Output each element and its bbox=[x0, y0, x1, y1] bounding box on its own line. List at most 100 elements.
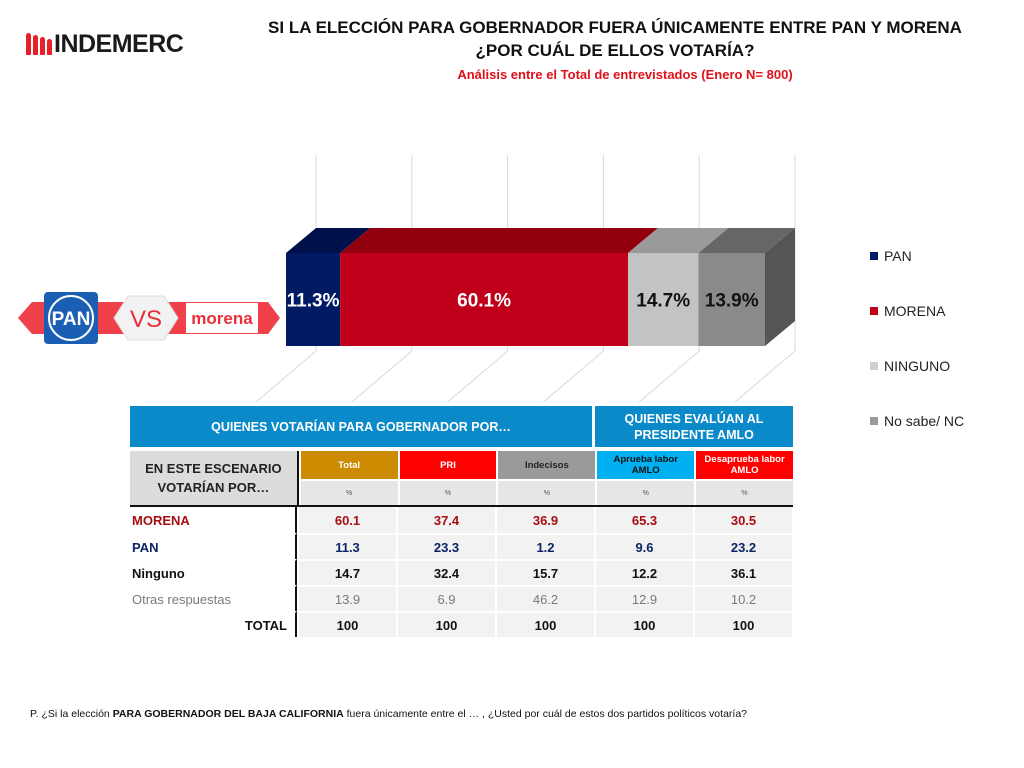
group2-line1: QUIENES EVALÚAN AL bbox=[624, 411, 764, 426]
column-unit: % bbox=[498, 481, 596, 505]
column-header: Indecisos bbox=[498, 451, 596, 479]
legend-swatch-nosabe bbox=[870, 416, 878, 425]
row-header-line2: VOTARÍAN POR… bbox=[157, 480, 270, 495]
row-label: Ninguno bbox=[130, 559, 297, 585]
row-label: MORENA bbox=[130, 507, 297, 533]
group2-line2: PRESIDENTE AMLO bbox=[634, 427, 754, 442]
footnote-suffix: fuera únicamente entre el … , ¿Usted por… bbox=[343, 708, 747, 720]
bar-top-morena bbox=[340, 228, 659, 253]
column-aprueba: Aprueba labor AMLO% bbox=[597, 451, 695, 505]
bar-label-ninguno: 14.7% bbox=[636, 291, 690, 312]
legend-item-nosabe: No sabe/ NC bbox=[870, 393, 964, 448]
subtitle: Análisis entre el Total de entrevistados… bbox=[457, 67, 793, 82]
banner-morena: morena bbox=[191, 309, 253, 328]
table-row: Otras respuestas 13.9 6.9 46.2 12.9 10.2 bbox=[130, 585, 793, 611]
table-cell: 60.1 bbox=[299, 507, 396, 533]
table-cell: 65.3 bbox=[596, 507, 693, 533]
pan-vs-morena-banner: PAN VS morena bbox=[18, 292, 280, 344]
page-title: SI LA ELECCIÓN PARA GOBERNADOR FUERA ÚNI… bbox=[220, 16, 1010, 62]
bar-label-no-sabe-nc: 13.9% bbox=[705, 291, 759, 312]
table-cell: 23.2 bbox=[695, 533, 792, 559]
table-row: TOTAL 100 100 100 100 100 bbox=[130, 611, 793, 637]
table-cell: 13.9 bbox=[299, 585, 396, 611]
bar-labels: 11.3% 60.1% 14.7% 13.9% bbox=[287, 291, 759, 312]
legend-swatch-ninguno bbox=[870, 361, 878, 370]
column-header: PRI bbox=[399, 451, 497, 479]
header-rule bbox=[130, 505, 793, 507]
table-body: MORENA 60.1 37.4 36.9 65.3 30.5 PAN 11.3 23.3 1.2… bbox=[130, 507, 793, 637]
chart-legend: PAN MORENA NINGUNO No sabe/ NC bbox=[870, 228, 964, 448]
gridline-floor-40 bbox=[447, 350, 508, 403]
table-row: Ninguno 14.7 32.4 15.7 12.2 36.1 bbox=[130, 559, 793, 585]
bar-segment-no-sabe-nc bbox=[698, 253, 765, 346]
table-cell: 12.9 bbox=[596, 585, 693, 611]
legend-item-pan: PAN bbox=[870, 228, 964, 283]
group-header-vote: QUIENES VOTARÍAN PARA GOBERNADOR POR… bbox=[130, 406, 592, 447]
question-footnote: P. ¿Si la elección PARA GOBERNADOR DEL B… bbox=[30, 708, 747, 720]
table-cell: 36.9 bbox=[497, 507, 594, 533]
table-cell: 11.3 bbox=[299, 533, 396, 559]
table-cell: 6.9 bbox=[398, 585, 495, 611]
banner-pan: PAN bbox=[52, 309, 91, 330]
people-icon bbox=[26, 33, 52, 55]
pan-logo-icon bbox=[44, 292, 98, 344]
logo-text: INDEMERC bbox=[54, 29, 184, 58]
vs-hexagon-icon bbox=[113, 295, 179, 341]
table-cell: 100 bbox=[695, 611, 792, 637]
table-cell: 100 bbox=[497, 611, 594, 637]
legend-swatch-morena bbox=[870, 306, 878, 315]
bar-top-no-sabe-nc bbox=[698, 228, 795, 253]
banner-vs: VS bbox=[130, 306, 162, 333]
row-header-line1: EN ESTE ESCENARIO bbox=[145, 461, 282, 476]
legend-label: MORENA bbox=[884, 302, 946, 319]
bar-side-face bbox=[765, 228, 795, 346]
column-header: Aprueba labor AMLO bbox=[597, 451, 695, 479]
table-cell: 100 bbox=[596, 611, 693, 637]
row-label: Otras respuestas bbox=[130, 585, 297, 611]
column-unit: % bbox=[300, 481, 398, 505]
table-cell: 100 bbox=[398, 611, 495, 637]
table-row: MORENA 60.1 37.4 36.9 65.3 30.5 bbox=[130, 507, 793, 533]
gridline-floor-100 bbox=[734, 350, 796, 403]
row-header: EN ESTE ESCENARIO VOTARÍAN POR… bbox=[130, 451, 299, 505]
table-cell: 46.2 bbox=[497, 585, 594, 611]
legend-item-morena: MORENA bbox=[870, 283, 964, 338]
group-header-amlo: QUIENES EVALÚAN AL PRESIDENTE AMLO bbox=[595, 406, 793, 447]
legend-label: NINGUNO bbox=[884, 357, 951, 374]
bar-top-pan bbox=[286, 228, 371, 253]
stacked-bar-chart: 11.3% 60.1% 14.7% 13.9% bbox=[255, 155, 796, 403]
table-cell: 36.1 bbox=[695, 559, 792, 585]
table-cell: 9.6 bbox=[596, 533, 693, 559]
row-label: PAN bbox=[130, 533, 297, 559]
table-cell: 15.7 bbox=[497, 559, 594, 585]
table-row: PAN 11.3 23.3 1.2 9.6 23.2 bbox=[130, 533, 793, 559]
gridline-floor-80 bbox=[638, 350, 700, 403]
table-cell: 1.2 bbox=[497, 533, 594, 559]
table-cell: 14.7 bbox=[299, 559, 396, 585]
column-unit: % bbox=[399, 481, 497, 505]
row-label: TOTAL bbox=[130, 611, 297, 637]
gridline-floor-20 bbox=[351, 350, 413, 403]
legend-swatch-pan bbox=[870, 251, 878, 260]
column-desaprueba: Desaprueba labor AMLO% bbox=[696, 451, 793, 505]
bar-segment-pan bbox=[286, 253, 341, 346]
legend-label: No sabe/ NC bbox=[884, 412, 965, 429]
bar-label-pan: 11.3% bbox=[287, 291, 340, 312]
footnote-bold: PARA GOBERNADOR DEL BAJA CALIFORNIA bbox=[112, 708, 344, 720]
gridline-floor-0 bbox=[255, 350, 317, 403]
table-cell: 32.4 bbox=[398, 559, 495, 585]
bar-segment-ninguno bbox=[628, 253, 699, 346]
column-unit: % bbox=[696, 481, 793, 505]
table-cell: 12.2 bbox=[596, 559, 693, 585]
legend-item-ninguno: NINGUNO bbox=[870, 338, 964, 393]
legend-label: PAN bbox=[884, 247, 912, 264]
title-line-1: SI LA ELECCIÓN PARA GOBERNADOR FUERA ÚNI… bbox=[268, 18, 962, 37]
title-line-2: ¿POR CUÁL DE ELLOS VOTARÍA? bbox=[475, 41, 755, 60]
indemerc-logo: INDEMERC bbox=[26, 26, 206, 62]
column-header: Total bbox=[300, 451, 398, 479]
table-cell: 23.3 bbox=[398, 533, 495, 559]
table-cell: 37.4 bbox=[398, 507, 495, 533]
bar-top-ninguno bbox=[628, 228, 729, 253]
bar-segments bbox=[286, 228, 795, 346]
table-cell: 100 bbox=[299, 611, 396, 637]
